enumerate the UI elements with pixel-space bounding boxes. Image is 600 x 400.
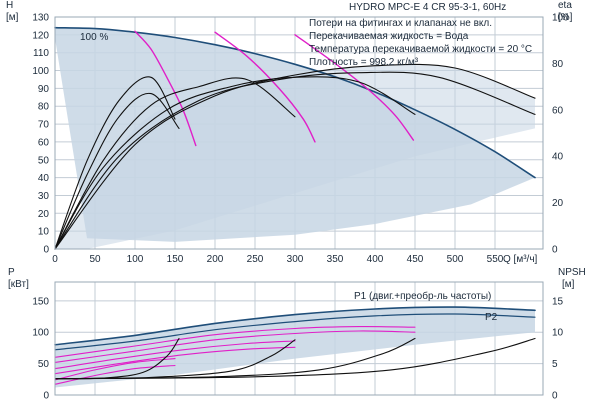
eta-tick-label: 0 [552,245,558,256]
speed-100-label: 100 % [80,32,108,43]
p2-max-curve-1 [54,313,536,351]
head-tick-label: 60 [38,137,50,148]
note-temperature: Температура перекачиваемой жидкости = 20… [309,44,532,55]
p-partial-curve-7 [54,364,176,385]
power-tick-label: 100 [32,328,49,339]
eta-tick-label: 100 [552,13,569,24]
head-tick-label: 40 [38,173,50,184]
power-tick-label: 50 [38,359,50,370]
note-liquid: Перекачиваемая жидкость = Вода [309,31,469,42]
head-tick-label: 0 [43,245,49,256]
top-series-lines [54,26,536,250]
bottom-y-ticks: 0 50 100 150 [32,296,49,400]
eta-curve-8 [54,71,536,250]
head-tick-label: 70 [38,120,50,131]
top-plot-frame [54,16,544,250]
bottom-plot-frame [54,281,544,396]
p-partial-curve-6 [54,358,176,381]
top-y-ticks: 0 10 20 30 40 50 60 70 80 90 100 110 120 130 [32,13,49,256]
head-tick-label: 80 [38,102,50,113]
eta-tick-label: 20 [552,198,564,209]
p-partial-curve-3 [54,330,416,363]
partial-head-curve-2 [214,31,316,143]
p-partial-curve-5 [54,346,296,375]
x-tick-label: 0 [52,254,58,265]
x-tick-label: 200 [207,254,224,265]
eta-tick-label: 80 [552,59,564,70]
head-tick-label: 90 [38,84,50,95]
chart-title: HYDRO MPC-E 4 CR 95-3-1, 60Hz [349,2,506,13]
p-partial-curve-2 [54,326,416,358]
head-tick-label: 130 [32,13,49,24]
x-tick-label: 300 [287,254,304,265]
p1-max-curve-0 [54,306,536,346]
eta-tick-label: 60 [552,105,564,116]
eta-axis-label: eta [558,0,572,11]
eta-curve-5 [54,92,180,250]
eta-curve-6 [54,77,296,250]
npsh-tick-label: 0 [552,391,558,400]
p-partial-curve-4 [54,340,296,370]
flow-axis-label: Q [м³/ч] [503,254,538,265]
power-tick-label: 0 [43,391,49,400]
x-tick-label: 400 [367,254,384,265]
head-tick-label: 50 [38,155,50,166]
partial-head-curve-1 [134,30,197,147]
head-tick-label: 110 [33,48,49,59]
eta-axis-unit: [%] [558,12,573,23]
eta-curve-7 [54,76,416,250]
npsh-tick-label: 15 [552,296,564,307]
x-tick-label: 150 [167,254,184,265]
head-tick-label: 120 [32,30,49,41]
head-tick-label: 20 [38,209,50,220]
note-losses: Потери на фитингах и клапанах не вкл. [309,17,492,29]
power-axis-label: P [8,267,15,278]
power-tick-label: 150 [32,296,49,307]
eta-curve-9 [54,63,536,250]
npsh-axis-unit: [м] [562,279,575,290]
head-tick-label: 30 [38,191,50,202]
npsh-tick-label: 5 [552,359,558,370]
head-tick-label: 10 [38,227,50,238]
x-tick-label: 250 [247,254,264,265]
note-density: Плотность = 998.2 кг/м³ [309,57,419,68]
head-axis-label: H [6,0,13,11]
head-tick-label: 100 [32,66,49,77]
p2-series-label: P2 [485,312,498,323]
head-axis-unit: [м] [6,12,19,23]
x-tick-label: 50 [89,254,101,265]
top-x-ticks: 0 50 100 150 200 250 300 350 400 450 500 550 [52,254,504,265]
npsh-curve-11 [54,337,536,380]
npsh-axis-label: NPSH [558,267,586,278]
eta-tick-label: 40 [552,152,564,163]
bottom-series-lines [54,306,536,385]
x-tick-label: 350 [327,254,344,265]
p1-series-label: P1 (двиг.+преобр-ль частоты) [354,290,491,302]
x-tick-label: 550 [487,254,504,265]
x-tick-label: 450 [407,254,424,265]
bottom-y2-ticks: 0 5 10 15 [552,296,564,400]
partial-head-curve-3 [294,34,415,141]
eta-curve-4 [54,76,176,250]
power-axis-unit: [кВт] [8,279,29,290]
x-tick-label: 500 [447,254,464,265]
npsh-tick-label: 10 [552,328,564,339]
top-y2-ticks: 0 20 40 60 80 100 [552,13,569,256]
x-tick-label: 100 [127,254,144,265]
